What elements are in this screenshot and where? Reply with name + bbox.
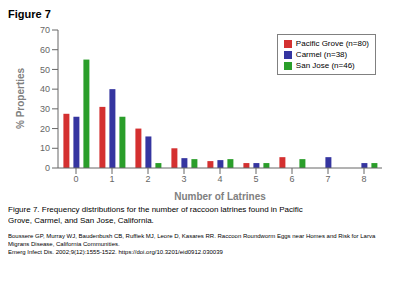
svg-text:8: 8 (361, 174, 366, 184)
svg-text:1: 1 (109, 174, 114, 184)
svg-text:70: 70 (40, 25, 50, 35)
svg-text:3: 3 (181, 174, 186, 184)
html-text:Figure 7. Frequency distributi: Figure 7. Frequency distributions for th… (8, 205, 303, 214)
html-text:Grove, Carmel, and San Jose, C: Grove, Carmel, and San Jose, California. (8, 216, 154, 225)
svg-text:Number of Latrines: Number of Latrines (174, 191, 266, 200)
svg-text:10: 10 (40, 143, 50, 153)
svg-text:60: 60 (40, 45, 50, 55)
svg-text:2: 2 (145, 174, 150, 184)
html-text:Pacific Grove (n=80): Pacific Grove (n=80) (295, 39, 369, 48)
svg-text:5: 5 (253, 174, 258, 184)
svg-text:0: 0 (73, 174, 78, 184)
svg-text:6: 6 (289, 174, 294, 184)
svg-text:7: 7 (325, 174, 330, 184)
svg-text:0: 0 (45, 163, 50, 173)
html-text:Carmel (n=38): Carmel (n=38) (295, 50, 348, 59)
svg-text:40: 40 (40, 84, 50, 94)
html-text:San Jose (n=46): San Jose (n=46) (295, 61, 355, 70)
svg-text:% Properties: % Properties (15, 67, 26, 129)
svg-text:30: 30 (40, 104, 50, 114)
svg-text:50: 50 (40, 65, 50, 75)
svg-text:20: 20 (40, 124, 50, 134)
html-text:Figure 7: Figure 7 (8, 8, 51, 20)
svg-text:4: 4 (217, 174, 222, 184)
html-text:Boussere GP, Murray WJ, Bauden: Boussere GP, Murray WJ, Baudenbush CB, R… (8, 233, 376, 255)
